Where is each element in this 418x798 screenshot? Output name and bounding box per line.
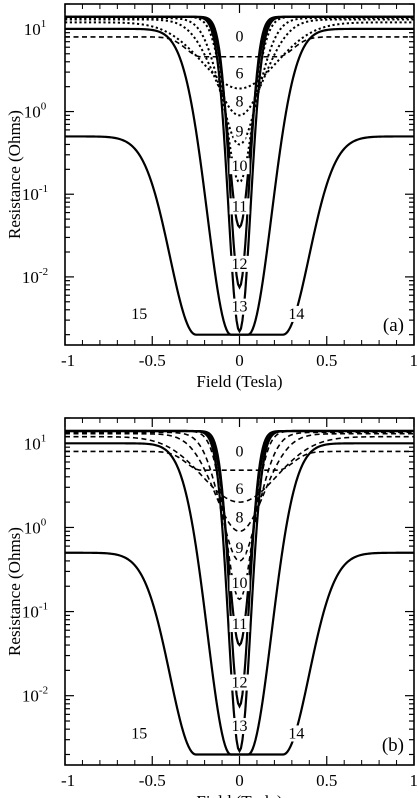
panel-label: (b): [382, 735, 404, 756]
series-label-bg: [287, 725, 308, 742]
x-tick-label: -0.5: [139, 771, 166, 790]
series-line-0: [65, 450, 414, 471]
series-label-13: 13: [232, 718, 248, 735]
y-tick-label: 101: [24, 432, 47, 453]
series-label-bg: [229, 158, 250, 175]
series-label-bg: [229, 616, 250, 633]
series-label-bg: [229, 298, 250, 315]
series-label-bg: [287, 305, 308, 322]
series-line-15: [65, 551, 414, 756]
series-label-12: 12: [232, 256, 248, 273]
series-label-6: 6: [236, 66, 244, 83]
x-axis-title: Field (Tesla): [196, 372, 282, 391]
x-tick-label: 0: [235, 771, 244, 790]
series-label-bg: [229, 198, 250, 215]
series-line-9: [65, 17, 414, 146]
series-label-6: 6: [236, 481, 244, 498]
y-axis-title: Resistance (Ohms): [5, 527, 24, 656]
series-label-14: 14: [288, 306, 304, 323]
x-tick-label: 1: [410, 771, 418, 790]
x-tick-label: 0: [235, 351, 244, 370]
series-line-11: [65, 429, 414, 647]
series-line-10: [65, 430, 414, 601]
series-line-0: [65, 36, 414, 58]
series-label-bg: [233, 539, 246, 556]
series-label-bg: [233, 509, 246, 526]
series-label-bg: [233, 65, 246, 82]
series-line-15: [65, 135, 414, 336]
series-label-10: 10: [232, 575, 248, 592]
y-tick-label: 10-1: [22, 183, 48, 204]
panel-label: (a): [383, 315, 404, 336]
series-line-6: [65, 21, 414, 90]
series-label-bg: [229, 718, 250, 735]
series-label-8: 8: [236, 509, 244, 526]
series-label-14: 14: [288, 725, 304, 742]
series-line-12: [65, 429, 414, 709]
series-label-11: 11: [232, 616, 247, 633]
series-label-bg: [229, 255, 250, 272]
y-tick-label: 10-2: [22, 266, 48, 287]
series-label-10: 10: [232, 158, 248, 175]
y-tick-label: 100: [24, 101, 47, 122]
series-label-9: 9: [236, 123, 244, 140]
series-label-15: 15: [131, 725, 147, 742]
series-label-bg: [233, 123, 246, 140]
series-label-0: 0: [236, 29, 244, 46]
series-label-bg: [233, 443, 246, 460]
series-label-bg: [233, 93, 246, 110]
y-tick-label: 10-2: [22, 685, 48, 706]
y-tick-label: 101: [24, 18, 47, 39]
series-line-11: [65, 15, 414, 229]
series-label-8: 8: [236, 94, 244, 111]
series-label-bg: [229, 575, 250, 592]
series-line-9: [65, 431, 414, 562]
series-label-0: 0: [236, 443, 244, 460]
series-line-6: [65, 435, 414, 503]
series-line-13: [65, 15, 414, 334]
y-axis-title: Resistance (Ohms): [5, 110, 24, 239]
series-label-bg: [233, 28, 246, 45]
series-label-15: 15: [131, 306, 147, 323]
series-label-bg: [130, 305, 151, 322]
series-label-bg: [229, 674, 250, 691]
x-tick-label: 0.5: [316, 771, 337, 790]
series-line-8: [65, 18, 414, 117]
x-tick-label: 1: [410, 351, 418, 370]
series-label-12: 12: [232, 675, 248, 692]
series-label-bg: [233, 480, 246, 497]
x-tick-label: 0.5: [316, 351, 337, 370]
x-tick-label: -0.5: [139, 351, 166, 370]
x-axis-title: Field (Tesla): [196, 792, 282, 798]
series-label-11: 11: [232, 198, 247, 215]
x-tick-label: -1: [61, 351, 75, 370]
series-label-9: 9: [236, 540, 244, 557]
series-line-13: [65, 429, 414, 754]
series-label-bg: [130, 725, 151, 742]
y-tick-label: 100: [24, 516, 47, 537]
series-label-13: 13: [232, 299, 248, 316]
y-tick-label: 10-1: [22, 601, 48, 622]
x-tick-label: -1: [61, 771, 75, 790]
